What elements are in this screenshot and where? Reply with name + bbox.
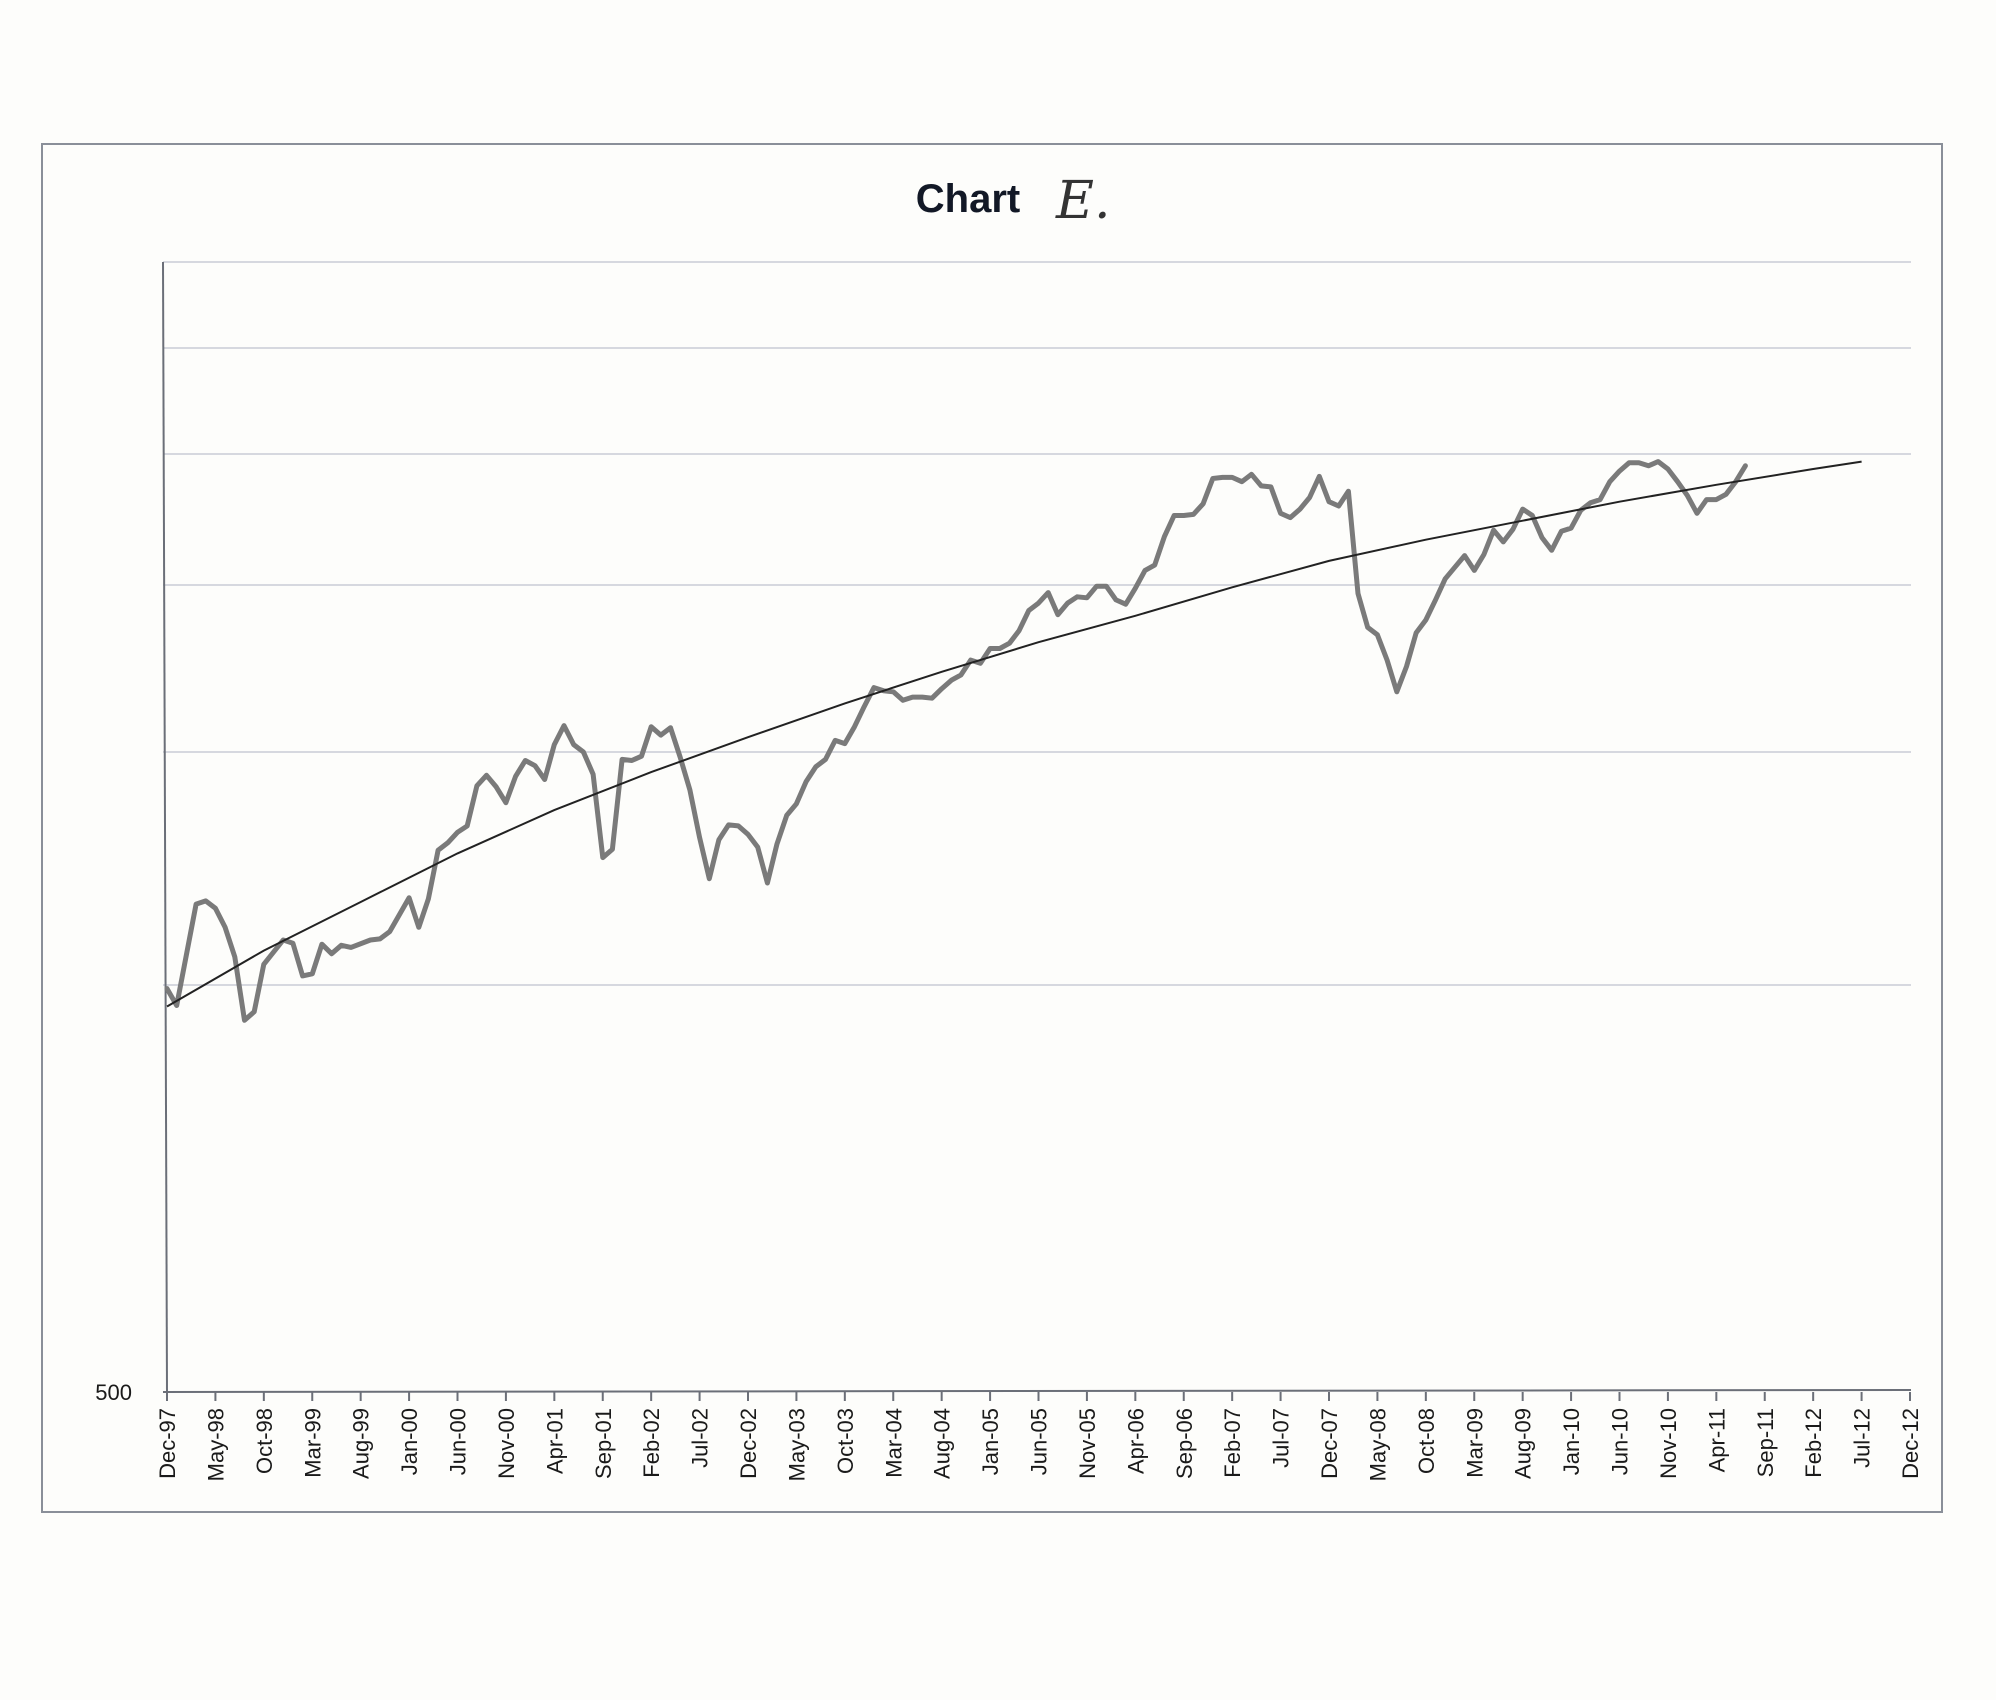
- y-tick-label: 500: [95, 1380, 132, 1405]
- x-tick-label: Feb-07: [1220, 1408, 1245, 1478]
- x-tick-label: Jun-05: [1027, 1408, 1052, 1475]
- x-tick-label: Sep-11: [1753, 1408, 1778, 1477]
- x-tick-label: Mar-04: [881, 1408, 906, 1478]
- x-tick-label: Mar-99: [300, 1408, 325, 1478]
- x-tick-label: Aug-09: [1511, 1408, 1536, 1479]
- x-tick-label: Jul-07: [1269, 1408, 1294, 1468]
- x-tick-label: Nov-10: [1656, 1408, 1681, 1479]
- x-tick-label: Nov-00: [494, 1408, 519, 1479]
- x-tick-label: Jul-12: [1850, 1408, 1875, 1468]
- handwritten-annotation: E.: [1055, 171, 1111, 231]
- x-tick-label: Dec-97: [155, 1408, 180, 1479]
- x-tick-label: Apr-06: [1123, 1408, 1148, 1474]
- y-axis-ticks: 500: [95, 1380, 132, 1405]
- x-tick-label: Feb-02: [639, 1408, 664, 1478]
- x-tick-label: Apr-11: [1704, 1408, 1729, 1472]
- x-tick-label: Aug-04: [930, 1408, 955, 1479]
- x-tick-label: Nov-05: [1075, 1408, 1100, 1479]
- x-tick-label: Dec-12: [1898, 1408, 1923, 1479]
- chart-title: Chart: [916, 177, 1020, 221]
- series-layer: [164, 459, 1862, 1023]
- x-tick-label: May-98: [203, 1408, 228, 1481]
- trendline-series: [166, 460, 1862, 1008]
- x-tick-label: Sep-06: [1172, 1408, 1197, 1479]
- x-tick-label: Mar-09: [1462, 1408, 1487, 1478]
- x-axis-line: [162, 1389, 1912, 1393]
- y-axis-line: [162, 261, 168, 1393]
- x-tick-label: Oct-03: [833, 1408, 858, 1474]
- x-tick-label: Jun-00: [446, 1408, 471, 1475]
- x-tick-label: Jun-10: [1608, 1408, 1633, 1475]
- x-tick-label: Jan-05: [978, 1408, 1003, 1475]
- gridlines: [163, 261, 1911, 986]
- x-tick-label: Oct-98: [252, 1408, 277, 1474]
- x-tick-label: Dec-07: [1317, 1408, 1342, 1479]
- x-tick-label: May-03: [784, 1408, 809, 1481]
- x-tick-label: Aug-99: [349, 1408, 374, 1479]
- x-tick-label: Apr-01: [542, 1408, 567, 1474]
- x-tick-label: Sep-01: [591, 1408, 616, 1479]
- x-axis-ticks: Dec-97 May-98 Oct-98 Mar-99 Aug-99 Jan-00 Jun-…: [155, 1392, 1923, 1481]
- x-tick-label: Jan-00: [397, 1408, 422, 1475]
- x-tick-label: May-08: [1365, 1408, 1390, 1481]
- x-tick-label: Oct-08: [1414, 1408, 1439, 1474]
- axes: [162, 261, 1912, 1393]
- plot-area: [163, 262, 1911, 1392]
- x-tick-label: Jan-10: [1559, 1408, 1584, 1475]
- x-tick-label: Jul-02: [688, 1408, 713, 1468]
- x-tick-label: Dec-02: [736, 1408, 761, 1479]
- x-tick-label: Feb-12: [1801, 1408, 1826, 1478]
